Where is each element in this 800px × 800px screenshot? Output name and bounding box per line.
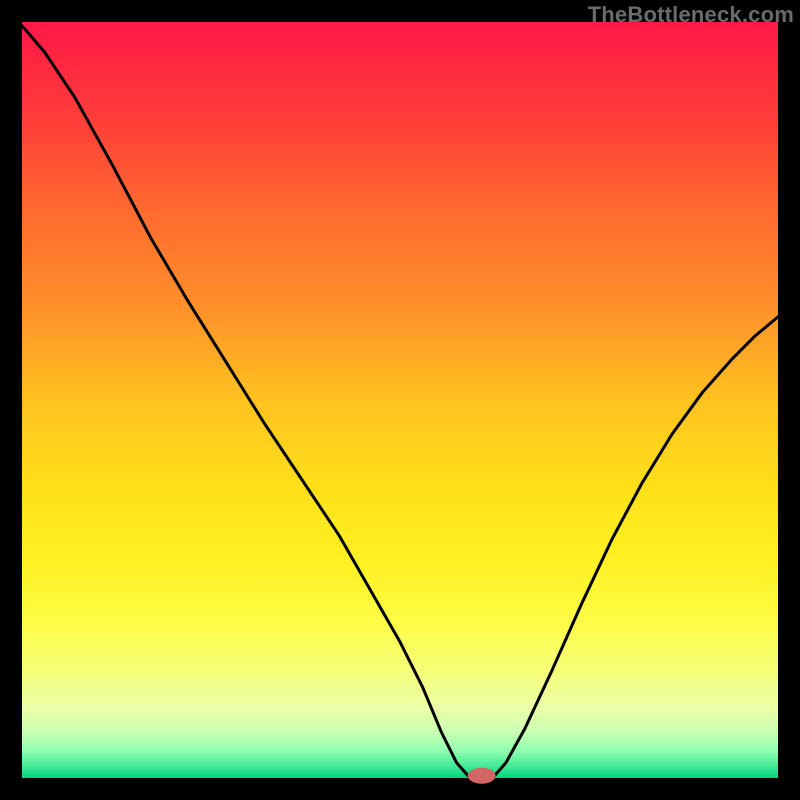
minimum-marker (468, 768, 496, 784)
bottleneck-chart (0, 0, 800, 800)
chart-container: TheBottleneck.com (0, 0, 800, 800)
plot-area-gradient (22, 22, 778, 778)
